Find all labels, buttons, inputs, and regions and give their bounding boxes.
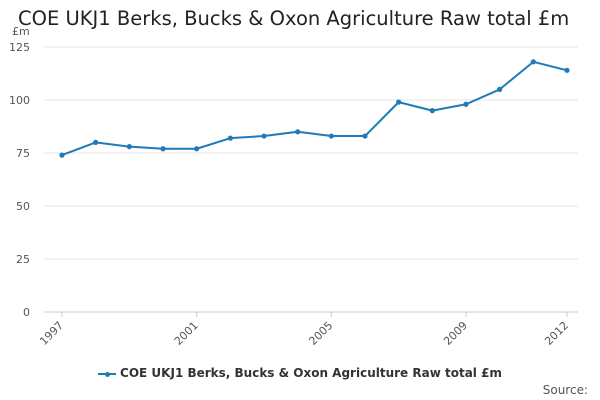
- data-point: [93, 139, 99, 145]
- data-point: [227, 135, 233, 141]
- x-tick-label: 1997: [37, 319, 66, 348]
- source-label: Source:: [542, 383, 588, 397]
- data-point: [463, 101, 469, 107]
- legend-label: COE UKJ1 Berks, Bucks & Oxon Agriculture…: [120, 366, 502, 380]
- data-point: [328, 133, 334, 139]
- y-tick-label: 25: [16, 253, 30, 266]
- x-tick-label: 2005: [306, 319, 335, 348]
- data-point: [261, 133, 267, 139]
- y-axis-unit-label: £m: [12, 25, 30, 38]
- data-point: [530, 59, 536, 65]
- data-point: [59, 152, 65, 158]
- legend-line-marker-icon: [98, 369, 117, 378]
- data-point: [429, 108, 435, 114]
- data-point: [295, 129, 301, 135]
- y-tick-label: 75: [16, 147, 30, 160]
- y-tick-label: 0: [23, 306, 30, 319]
- series-line: [61, 60, 568, 157]
- data-point: [126, 144, 132, 150]
- y-tick-label: 125: [9, 41, 30, 54]
- data-point: [497, 86, 503, 92]
- data-point: [160, 146, 166, 152]
- data-point: [362, 133, 368, 139]
- x-tick-label: 2012: [542, 319, 571, 348]
- x-tick-label: 2001: [172, 319, 201, 348]
- y-tick-label: 100: [9, 94, 30, 107]
- legend[interactable]: COE UKJ1 Berks, Bucks & Oxon Agriculture…: [0, 366, 600, 380]
- data-point: [396, 99, 402, 105]
- data-point: [564, 67, 570, 73]
- x-tick-label: 2009: [441, 319, 470, 348]
- data-point: [194, 146, 200, 152]
- y-tick-label: 50: [16, 200, 30, 213]
- chart-title: COE UKJ1 Berks, Bucks & Oxon Agriculture…: [18, 7, 570, 30]
